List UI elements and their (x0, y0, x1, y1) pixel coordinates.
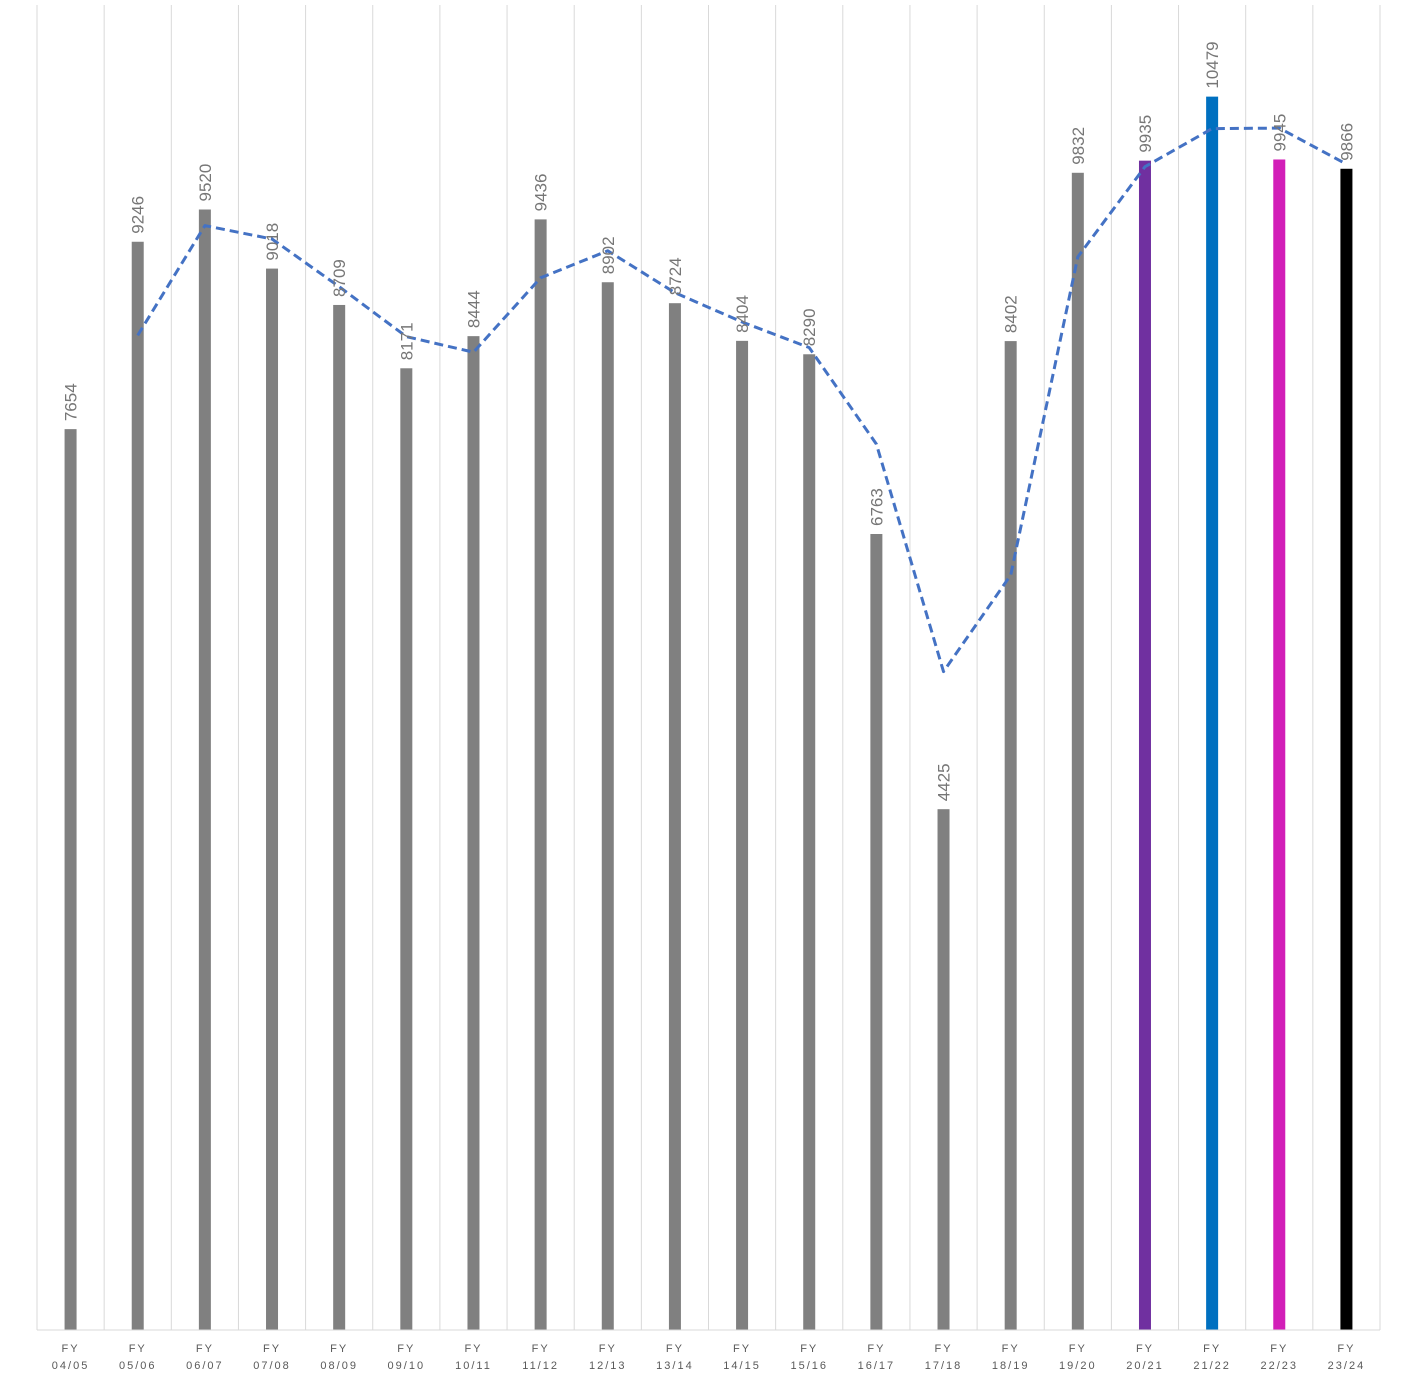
tick-label-fy-4: FY (330, 1343, 348, 1355)
tick-label-year-10: 14/15 (723, 1360, 761, 1372)
trendline (136, 126, 1348, 674)
value-label-9: 8724 (666, 257, 685, 295)
bar-14 (1004, 341, 1017, 1330)
bar-8 (601, 282, 614, 1331)
bar-2 (198, 209, 211, 1331)
bar-17 (1206, 96, 1219, 1330)
tick-label-year-6: 10/11 (455, 1360, 492, 1372)
tick-label-fy-11: FY (800, 1343, 818, 1355)
bar-11 (803, 354, 816, 1331)
tick-label-year-19: 23/24 (1328, 1360, 1366, 1372)
value-label-10: 8404 (733, 295, 752, 333)
bar-0 (64, 429, 77, 1330)
tick-label-year-3: 07/08 (253, 1360, 291, 1372)
tick-label-fy-10: FY (733, 1343, 751, 1355)
bar-4 (333, 304, 346, 1331)
value-label-6: 8444 (464, 290, 483, 328)
bar-16 (1138, 160, 1151, 1330)
tick-label-fy-7: FY (532, 1343, 550, 1355)
bar-1 (131, 241, 144, 1330)
bar-7 (534, 219, 547, 1331)
tick-label-fy-3: FY (263, 1343, 281, 1355)
bar-12 (870, 534, 883, 1330)
tick-label-year-4: 08/09 (320, 1360, 358, 1372)
value-label-18: 9945 (1270, 114, 1289, 152)
tick-label-fy-0: FY (62, 1343, 80, 1355)
tick-label-year-17: 21/22 (1193, 1360, 1231, 1372)
value-label-2: 9520 (196, 164, 215, 202)
value-label-3: 9018 (263, 223, 282, 261)
value-label-14: 8402 (1002, 295, 1021, 333)
value-label-0: 7654 (62, 383, 81, 421)
value-label-5: 8171 (397, 322, 416, 360)
value-label-1: 9246 (129, 196, 148, 234)
value-label-7: 9436 (532, 174, 551, 212)
bar-6 (467, 336, 480, 1330)
tick-label-fy-14: FY (1002, 1343, 1020, 1355)
value-label-15: 9832 (1069, 127, 1088, 165)
tick-label-fy-9: FY (666, 1343, 684, 1355)
value-label-12: 6763 (867, 488, 886, 526)
tick-label-fy-17: FY (1203, 1343, 1221, 1355)
tick-label-fy-18: FY (1270, 1343, 1288, 1355)
value-labels: 7654 9246 9520 9018 8709 8171 8444 9436 8902 8724… (62, 41, 1357, 801)
tick-label-fy-12: FY (867, 1343, 885, 1355)
value-label-8: 8902 (599, 236, 618, 274)
tick-label-fy-2: FY (196, 1343, 214, 1355)
tick-label-year-15: 19/20 (1059, 1360, 1097, 1372)
value-label-4: 8709 (330, 259, 349, 297)
trendline-path (136, 126, 1348, 674)
tick-label-year-12: 16/17 (858, 1360, 896, 1372)
bar-9 (668, 303, 681, 1331)
value-label-13: 4425 (935, 763, 954, 801)
bar-13 (937, 809, 950, 1330)
tick-label-fy-6: FY (464, 1343, 482, 1355)
bar-3 (266, 268, 279, 1331)
tick-label-fy-19: FY (1337, 1343, 1355, 1355)
tick-label-year-7: 11/12 (522, 1360, 559, 1372)
value-label-16: 9935 (1136, 115, 1155, 153)
tick-label-fy-13: FY (934, 1343, 952, 1355)
tick-label-year-18: 22/23 (1261, 1360, 1299, 1372)
tick-label-fy-1: FY (129, 1343, 147, 1355)
tick-label-fy-8: FY (599, 1343, 617, 1355)
tick-label-year-2: 06/07 (186, 1360, 224, 1372)
value-label-19: 9866 (1337, 123, 1356, 161)
bars (64, 96, 1353, 1331)
tick-label-year-9: 13/14 (656, 1360, 694, 1372)
bar-19 (1340, 168, 1353, 1331)
value-label-17: 10479 (1203, 41, 1222, 88)
tick-label-year-16: 20/21 (1126, 1360, 1164, 1372)
gridlines (36, 5, 1381, 1330)
value-label-11: 8290 (800, 308, 819, 346)
tick-label-year-13: 17/18 (925, 1360, 963, 1372)
bar-15 (1071, 172, 1084, 1330)
bar-18 (1273, 159, 1286, 1330)
tick-label-fy-16: FY (1136, 1343, 1154, 1355)
bar-10 (736, 340, 749, 1330)
tick-label-year-1: 05/06 (119, 1360, 157, 1372)
tick-label-year-14: 18/19 (992, 1360, 1030, 1372)
tick-label-fy-5: FY (397, 1343, 415, 1355)
tick-label-year-5: 09/10 (388, 1360, 426, 1372)
tick-label-fy-15: FY (1069, 1343, 1087, 1355)
x-axis: FY 04/05 FY 05/06 FY 06/07 FY 07/08 FY 08/09 FY 09/… (37, 1329, 1380, 1372)
tick-label-year-0: 04/05 (52, 1360, 90, 1372)
tick-label-year-8: 12/13 (589, 1360, 627, 1372)
tick-label-year-11: 15/16 (790, 1360, 828, 1372)
bar-5 (400, 368, 413, 1330)
